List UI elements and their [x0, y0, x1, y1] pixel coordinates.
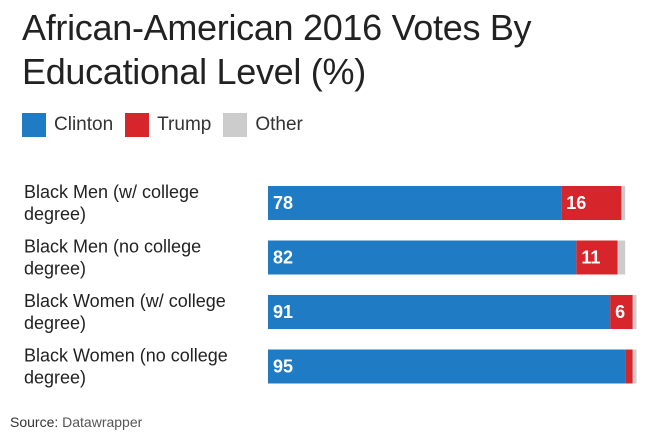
source-prefix: Source:: [10, 414, 59, 430]
bar-other-row-3: [632, 295, 637, 329]
row-label-1: Black Men (w/ college degree): [24, 182, 199, 224]
value-label-clinton-row-4: 95: [273, 357, 293, 377]
row-label-1-line-2: degree): [24, 204, 86, 224]
value-label-clinton-row-1: 78: [273, 193, 293, 213]
bar-trump-row-3: [610, 295, 633, 329]
legend-item-trump: Trump: [125, 113, 211, 137]
row-label-1-line-1: Black Men (w/ college: [24, 182, 199, 202]
legend-label-trump: Trump: [157, 114, 212, 135]
bar-clinton-row-3: [268, 295, 611, 329]
source-note: Source: Datawrapper: [10, 414, 142, 430]
row-label-3: Black Women (w/ college degree): [24, 291, 226, 333]
bar-clinton-row-2: [268, 240, 577, 275]
legend-label-other: Other: [255, 114, 303, 135]
chart-title-line-2: Educational Level (%): [22, 51, 366, 92]
chart-title-line-1: African-American 2016 Votes By: [22, 7, 532, 48]
row-label-3-line-1: Black Women (w/ college: [24, 291, 226, 311]
legend-item-other: Other: [223, 113, 303, 137]
row-label-2-line-1: Black Men (no college: [24, 237, 201, 257]
source-name: Datawrapper: [62, 414, 143, 430]
legend-item-clinton: Clinton: [22, 113, 113, 137]
bar-trump-row-1: [561, 186, 622, 220]
bar-trump-row-4: [625, 349, 633, 384]
value-label-trump-row-2: 11: [581, 248, 600, 268]
chart-legend: Clinton Trump Other: [22, 112, 315, 138]
bar-trump-row-2: [576, 240, 618, 275]
row-label-4-line-1: Black Women (no college: [24, 346, 228, 366]
bar-other-row-1: [621, 186, 626, 220]
legend-swatch-clinton: [22, 113, 46, 137]
value-label-trump-row-1: 16: [566, 193, 586, 213]
row-label-4-line-2: degree): [24, 368, 86, 388]
value-label-trump-row-3: 6: [615, 302, 625, 322]
legend-label-clinton: Clinton: [54, 114, 114, 135]
row-label-2-line-2: degree): [24, 259, 86, 279]
bar-other-row-4: [632, 349, 637, 384]
bar-clinton-row-1: [268, 186, 562, 220]
row-label-2: Black Men (no college degree): [24, 237, 201, 279]
legend-swatch-trump: [125, 113, 150, 137]
bar-other-row-2: [617, 240, 626, 275]
row-label-3-line-2: degree): [24, 313, 86, 333]
chart-title: African-American 2016 Votes By Education…: [22, 6, 642, 94]
value-label-clinton-row-2: 82: [273, 248, 293, 268]
value-label-clinton-row-3: 91: [273, 302, 293, 322]
bar-clinton-row-4: [268, 349, 626, 384]
row-label-4: Black Women (no college degree): [24, 346, 228, 388]
legend-swatch-other: [223, 113, 248, 137]
